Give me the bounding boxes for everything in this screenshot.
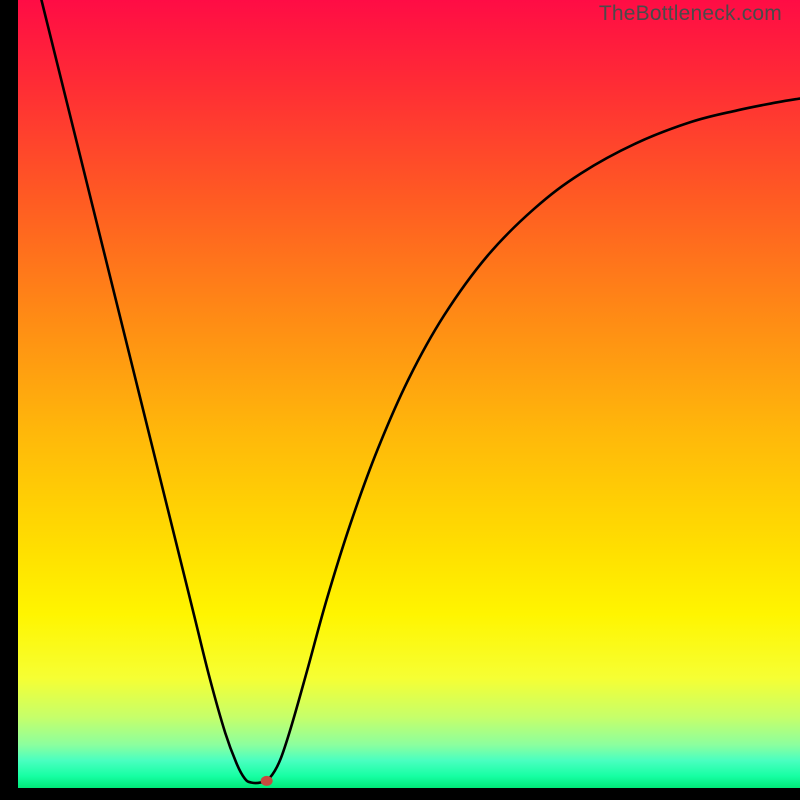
curve-layer	[18, 0, 800, 788]
bottleneck-curve	[41, 0, 800, 783]
watermark-label: TheBottleneck.com	[599, 2, 782, 26]
plot-area	[18, 0, 800, 788]
chart-frame: TheBottleneck.com	[0, 0, 800, 800]
optimal-marker	[261, 776, 273, 786]
